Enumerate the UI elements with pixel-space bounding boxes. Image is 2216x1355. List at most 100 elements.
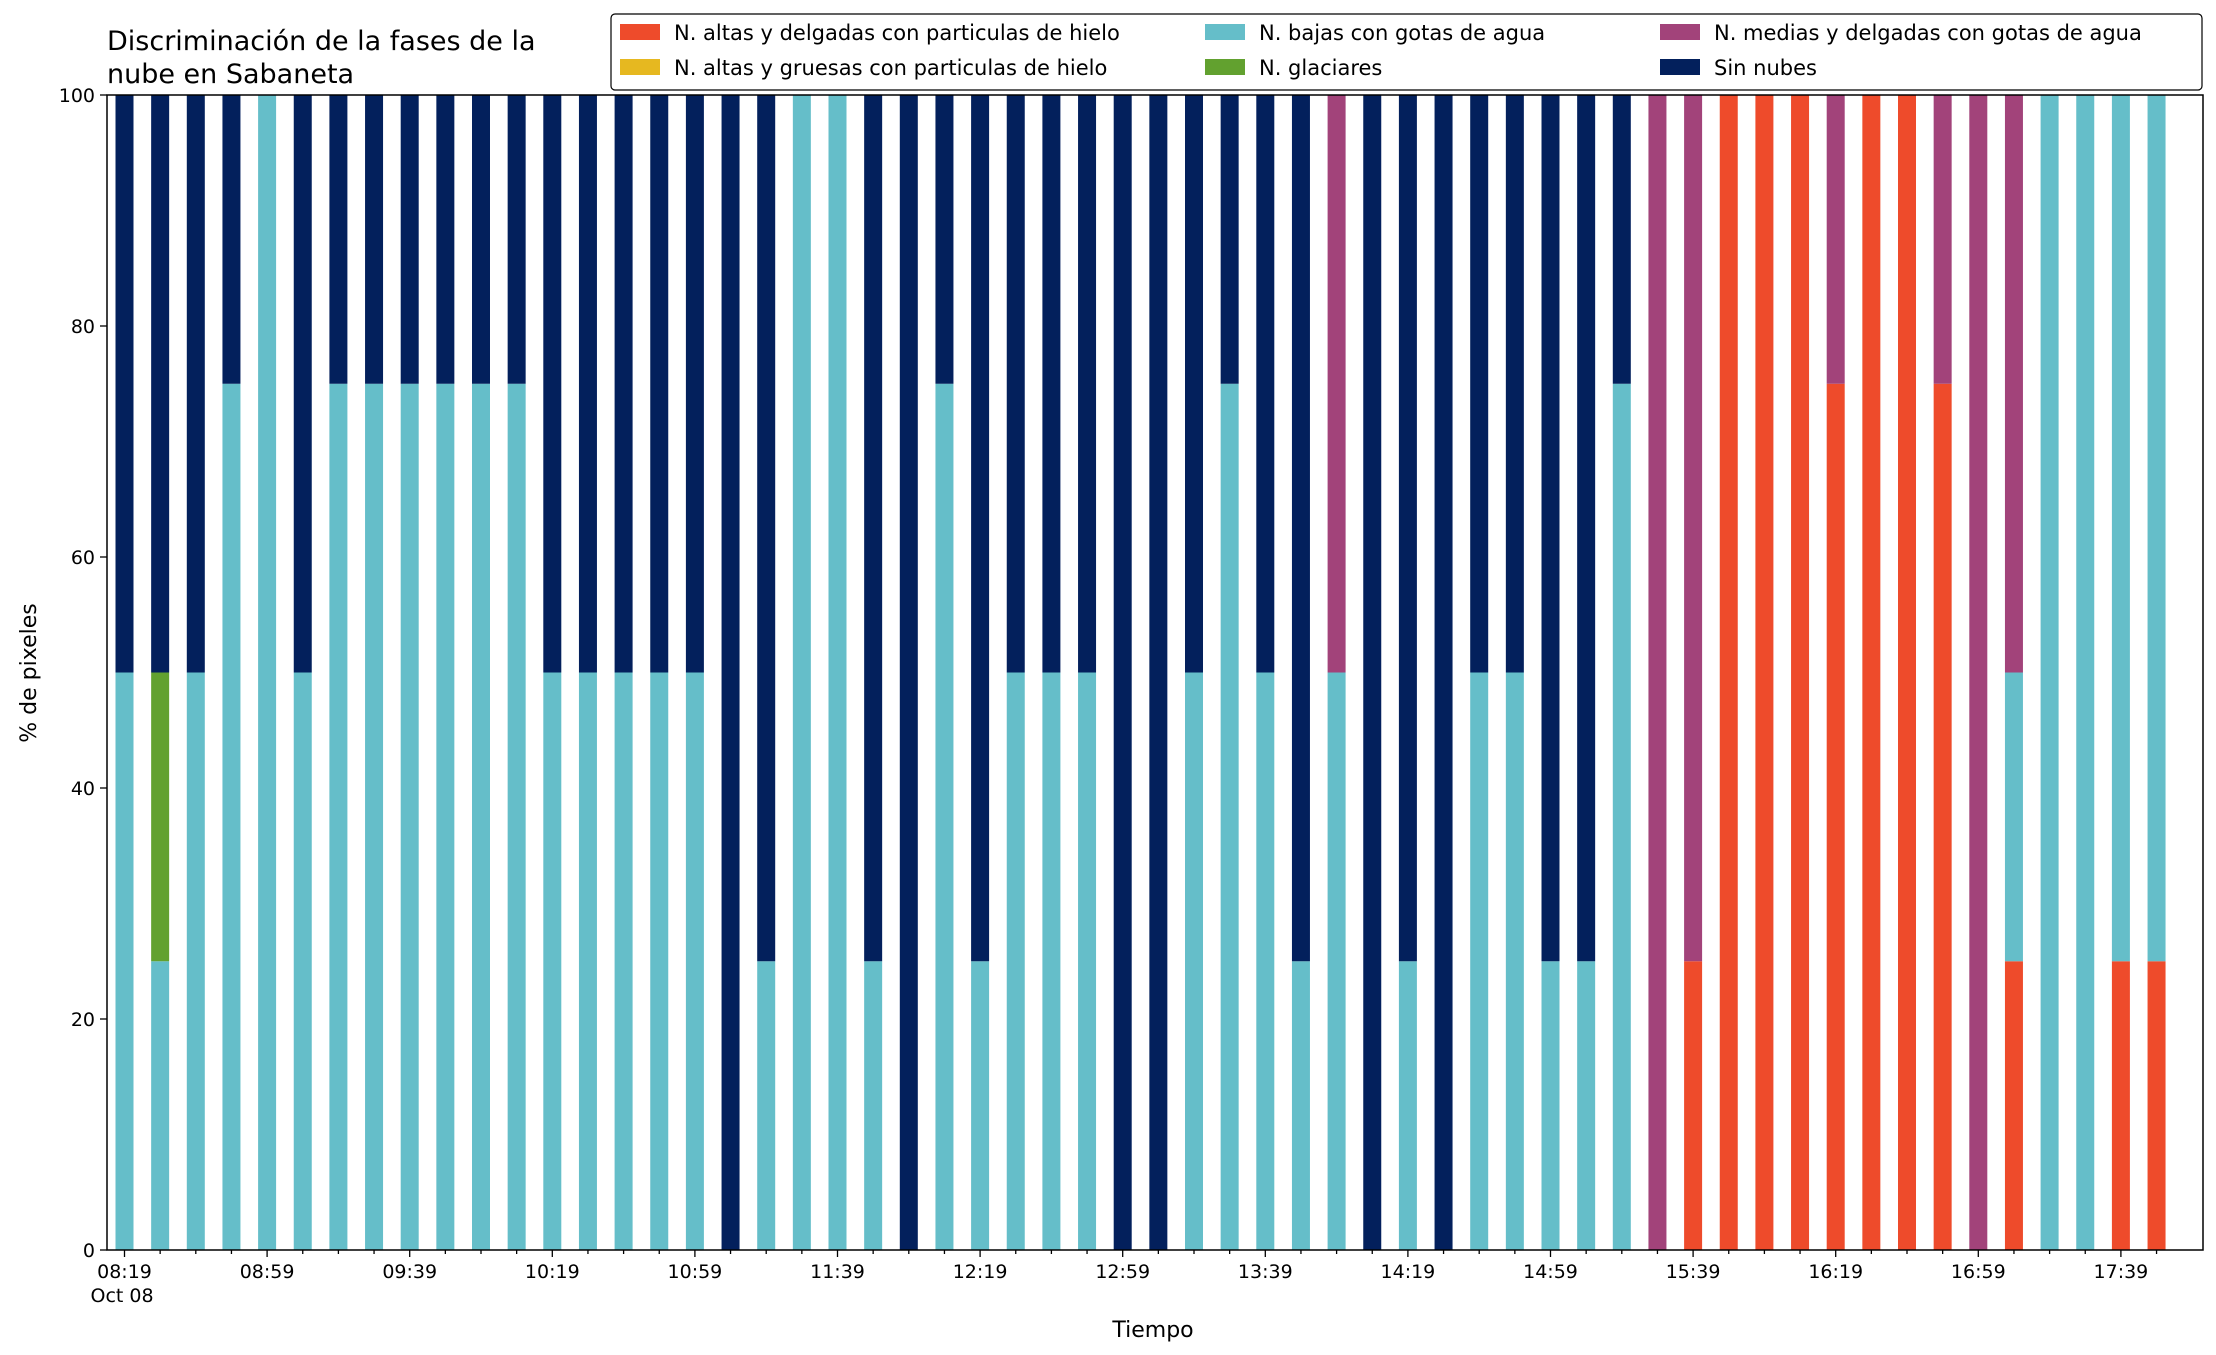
legend-label-2: N. bajas con gotas de agua: [1259, 21, 1545, 45]
bar-segment-0819-series-2: [115, 672, 134, 1250]
x-axis-label: Tiempo: [1111, 1318, 1193, 1343]
bar-segment-1239-series-2: [1042, 672, 1061, 1250]
bar-segment-1249-series-2: [1078, 672, 1097, 1250]
x-tick-label-1539: 15:39: [1666, 1261, 1721, 1283]
bar-segment-1009-series-5: [507, 95, 526, 384]
bar-segment-1309-series-5: [1149, 95, 1168, 1250]
bar-segment-1329-series-5: [1220, 95, 1239, 384]
bar-segment-1609-series-0: [1791, 95, 1810, 1250]
bar-segment-1349-series-2: [1291, 961, 1310, 1250]
bar-segment-1019-series-5: [543, 95, 562, 673]
bar-segment-1329-series-2: [1220, 383, 1239, 1250]
bar-segment-1259-series-5: [1113, 95, 1132, 1250]
bar-segment-1439-series-2: [1470, 672, 1489, 1250]
bar-segment-0949-series-2: [436, 383, 455, 1250]
bar-segment-1039-series-5: [614, 95, 633, 673]
bar-segment-1149-series-2: [864, 961, 883, 1250]
y-tick-label-40: 40: [71, 778, 95, 800]
y-axis: 0 20 40 60 80 100: [59, 85, 107, 1262]
bar-segment-1359-series-2: [1327, 672, 1346, 1250]
bar-segment-1009-series-2: [507, 383, 526, 1250]
legend-swatch-1: [620, 59, 660, 75]
bar-segment-0929-series-2: [365, 383, 384, 1250]
x-tick-label-1139: 11:39: [810, 1261, 865, 1283]
legend-swatch-5: [1660, 59, 1700, 75]
y-tick-label-0: 0: [83, 1240, 95, 1262]
legend-label-0: N. altas y delgadas con particulas de hi…: [674, 21, 1120, 45]
bar-segment-1319-series-2: [1185, 672, 1203, 1250]
bar-segment-0849-series-5: [222, 95, 241, 384]
bar-segment-0929-series-5: [365, 95, 384, 384]
bar-segment-1209-series-2: [935, 383, 954, 1250]
bar-segment-1559-series-0: [1755, 95, 1774, 1250]
legend-label-5: Sin nubes: [1714, 56, 1817, 80]
chart-title-line-2: nube en Sabaneta: [107, 59, 354, 90]
bar-segment-0949-series-5: [436, 95, 455, 384]
legend-swatch-3: [1205, 59, 1245, 75]
bar-segment-1519-series-2: [1612, 383, 1631, 1250]
bar-segment-1319-series-5: [1185, 95, 1203, 673]
bar-segment-0919-series-5: [329, 95, 348, 384]
bar-segment-0939-series-5: [400, 95, 419, 384]
bar-segment-1419-series-5: [1398, 95, 1417, 962]
bar-segment-1019-series-2: [543, 672, 562, 1250]
bar-segment-1539-series-4: [1684, 95, 1703, 962]
bar-segment-0829-series-2: [151, 961, 170, 1250]
bar-segment-1749-series-0: [2147, 961, 2166, 1250]
bar-segment-1339-series-5: [1256, 95, 1275, 673]
bar-segment-1049-series-5: [650, 95, 669, 673]
bar-segment-1619-series-0: [1826, 383, 1845, 1250]
bar-segment-1029-series-2: [578, 672, 597, 1250]
bar-segment-1249-series-5: [1078, 95, 1097, 673]
bar-segment-1449-series-5: [1505, 95, 1524, 673]
bar-segment-0849-series-2: [222, 383, 241, 1250]
bar-segment-1439-series-5: [1470, 95, 1489, 673]
bar-segment-1229-series-2: [1006, 672, 1025, 1250]
bar-segment-1109-series-5: [721, 95, 740, 1250]
y-axis-label: % de pixeles: [17, 603, 42, 742]
bar-segment-1639-series-0: [1898, 95, 1916, 1250]
bar-segment-1509-series-5: [1577, 95, 1596, 962]
legend: N. altas y delgadas con particulas de hi…: [610, 13, 2203, 91]
bar-segment-1739-series-0: [2111, 961, 2130, 1250]
bar-segment-1709-series-4: [2004, 95, 2023, 673]
bar-segment-1139-series-2: [828, 95, 847, 1250]
bar-segment-1649-series-0: [1933, 383, 1952, 1250]
bar-segment-0909-series-2: [293, 672, 312, 1250]
bar-segment-1339-series-2: [1256, 672, 1275, 1250]
y-tick-label-80: 80: [71, 316, 95, 338]
bar-segment-0919-series-2: [329, 383, 348, 1250]
bar-segment-1119-series-5: [757, 95, 776, 962]
legend-label-3: N. glaciares: [1259, 56, 1382, 80]
bar-segment-1739-series-2: [2111, 95, 2130, 962]
y-tick-label-20: 20: [71, 1009, 95, 1031]
legend-swatch-0: [620, 24, 660, 40]
bar-segment-1149-series-5: [864, 95, 883, 962]
bar-segment-0829-series-3: [151, 672, 170, 962]
bar-segment-1349-series-5: [1291, 95, 1310, 962]
bar-segment-1029-series-5: [578, 95, 597, 673]
bar-segment-1219-series-5: [971, 95, 990, 962]
x-tick-label-0859: 08:59: [240, 1261, 295, 1283]
bar-segment-1359-series-4: [1327, 95, 1346, 673]
x-axis: 08:19 08:59 09:39 10:19 10:59 11:39 12:19 12:59…: [91, 1250, 2158, 1307]
bar-segment-1049-series-2: [650, 672, 669, 1250]
bar-segment-0959-series-5: [472, 95, 490, 384]
x-tick-label-1459: 14:59: [1523, 1261, 1578, 1283]
x-tick-label-1659: 16:59: [1951, 1261, 2006, 1283]
bar-segment-0819-series-5: [115, 95, 134, 673]
y-tick-label-100: 100: [59, 85, 95, 107]
bar-segment-0839-series-5: [186, 95, 205, 673]
bar-segment-1129-series-2: [792, 95, 811, 1250]
bar-segment-1509-series-2: [1577, 961, 1596, 1250]
chart-title-line-1: Discriminación de la fases de la: [107, 26, 536, 57]
x-tick-label-1059: 10:59: [668, 1261, 723, 1283]
x-tick-label-0819: 08:19: [97, 1261, 152, 1283]
bar-segment-1619-series-4: [1826, 95, 1845, 384]
bar-segment-1059-series-5: [685, 95, 704, 673]
bar-segment-1229-series-5: [1006, 95, 1025, 673]
bar-segment-1419-series-2: [1398, 961, 1417, 1250]
bar-segment-1059-series-2: [685, 672, 704, 1250]
x-tick-label-1739: 17:39: [2094, 1261, 2149, 1283]
legend-label-4: N. medias y delgadas con gotas de agua: [1714, 21, 2142, 45]
